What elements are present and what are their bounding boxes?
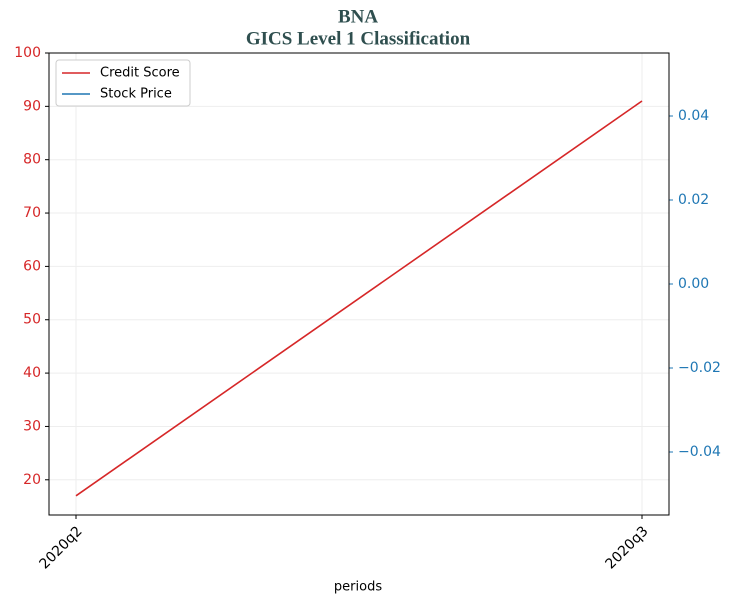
y2-tick-label: −0.02 [678, 360, 721, 376]
y-tick-label: 90 [23, 98, 41, 114]
legend-label: Stock Price [100, 87, 172, 102]
y-tick-label: 80 [23, 152, 41, 168]
y2-tick-label: 0.00 [678, 276, 709, 292]
legend-label: Credit Score [100, 66, 180, 81]
y-tick-label: 40 [23, 365, 41, 381]
y-tick-label: 30 [23, 418, 41, 434]
y2-tick-label: 0.04 [678, 108, 709, 124]
plot-frame [48, 52, 670, 516]
chart-title: BNA [338, 6, 378, 27]
y2-tick-label: −0.04 [678, 444, 721, 460]
y-tick-label: 100 [14, 45, 41, 61]
x-tick-label: 2020q3 [603, 523, 652, 572]
x-axis-label: periods [334, 580, 382, 595]
chart-subtitle: GICS Level 1 Classification [246, 28, 471, 49]
x-tick-label: 2020q2 [37, 523, 86, 572]
y-tick-label: 70 [23, 205, 41, 221]
y2-tick-label: 0.02 [678, 192, 709, 208]
series-line [75, 100, 643, 497]
y-tick-label: 20 [23, 472, 41, 488]
y-tick-label: 60 [23, 258, 41, 274]
y-tick-label: 50 [23, 312, 41, 328]
